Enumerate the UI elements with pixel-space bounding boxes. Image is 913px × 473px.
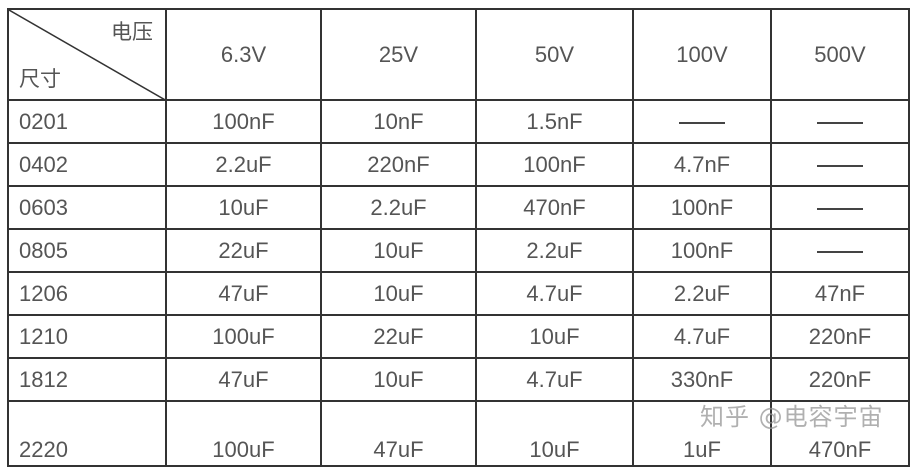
size-cell: 0603 [7, 185, 167, 230]
not-available-cell [770, 185, 910, 230]
capacitance-cell: 22uF [165, 228, 322, 273]
capacitance-cell: 1.5nF [475, 99, 634, 144]
capacitance-cell: 470nF [770, 400, 910, 467]
capacitance-cell: 2.2uF [320, 185, 477, 230]
capacitance-cell: 10uF [475, 400, 634, 467]
column-header: 50V [475, 8, 634, 101]
capacitance-cell: 100nF [165, 99, 322, 144]
size-cell: 0402 [7, 142, 167, 187]
capacitance-cell: 4.7uF [475, 357, 634, 402]
table-row: 1210 100uF 22uF 10uF 4.7uF 220nF [7, 314, 910, 359]
capacitance-cell: 2.2uF [632, 271, 772, 316]
capacitance-cell: 10uF [475, 314, 634, 359]
table-row: 0201 100nF 10nF 1.5nF [7, 99, 910, 144]
corner-header-cell: 电压 尺寸 [7, 8, 167, 101]
header-row: 电压 尺寸 6.3V 25V 50V 100V 500V [7, 8, 910, 101]
table-row: 1206 47uF 10uF 4.7uF 2.2uF 47nF [7, 271, 910, 316]
not-available-cell [770, 142, 910, 187]
capacitance-cell: 4.7uF [475, 271, 634, 316]
column-header: 100V [632, 8, 772, 101]
size-label: 尺寸 [19, 67, 61, 91]
capacitance-cell: 10uF [165, 185, 322, 230]
capacitance-cell: 10uF [320, 271, 477, 316]
dash-mark [817, 207, 863, 210]
capacitance-cell: 100nF [475, 142, 634, 187]
table-row: 0402 2.2uF 220nF 100nF 4.7nF [7, 142, 910, 187]
capacitance-cell: 100uF [165, 400, 322, 467]
capacitance-cell: 100nF [632, 185, 772, 230]
size-cell: 1210 [7, 314, 167, 359]
capacitor-size-voltage-table: 电压 尺寸 6.3V 25V 50V 100V 500V 0201 100nF 10… [7, 8, 910, 467]
capacitance-cell: 330nF [632, 357, 772, 402]
not-available-cell [770, 99, 910, 144]
size-cell: 1206 [7, 271, 167, 316]
capacitance-cell: 47uF [165, 271, 322, 316]
capacitance-cell: 100nF [632, 228, 772, 273]
capacitance-cell: 220nF [770, 314, 910, 359]
capacitance-cell: 2.2uF [475, 228, 634, 273]
capacitance-cell: 2.2uF [165, 142, 322, 187]
capacitance-cell: 47uF [320, 400, 477, 467]
capacitance-cell: 220nF [770, 357, 910, 402]
dash-mark [817, 121, 863, 124]
capacitance-cell: 10nF [320, 99, 477, 144]
voltage-label: 电压 [111, 20, 153, 44]
column-header: 500V [770, 8, 910, 101]
capacitance-cell: 1uF [632, 400, 772, 467]
capacitance-cell: 100uF [165, 314, 322, 359]
watermark: 知乎 @电容宇宙 [700, 403, 884, 431]
capacitance-cell: 220nF [320, 142, 477, 187]
capacitance-cell: 4.7nF [632, 142, 772, 187]
table-row: 2220 100uF 47uF 10uF 1uF 470nF [7, 400, 910, 467]
column-header: 6.3V [165, 8, 322, 101]
dash-mark [817, 164, 863, 167]
size-cell: 1812 [7, 357, 167, 402]
not-available-cell [770, 228, 910, 273]
diagonal-divider [9, 10, 167, 101]
dash-mark [817, 250, 863, 253]
table-row: 1812 47uF 10uF 4.7uF 330nF 220nF [7, 357, 910, 402]
capacitance-cell: 4.7uF [632, 314, 772, 359]
size-cell: 0805 [7, 228, 167, 273]
size-cell: 0201 [7, 99, 167, 144]
capacitance-cell: 22uF [320, 314, 477, 359]
capacitance-cell: 10uF [320, 228, 477, 273]
table-row: 0805 22uF 10uF 2.2uF 100nF [7, 228, 910, 273]
dash-mark [679, 121, 725, 124]
table-row: 0603 10uF 2.2uF 470nF 100nF [7, 185, 910, 230]
capacitance-cell: 47uF [165, 357, 322, 402]
capacitance-cell: 470nF [475, 185, 634, 230]
capacitance-cell: 10uF [320, 357, 477, 402]
size-cell: 2220 [7, 400, 167, 467]
column-header: 25V [320, 8, 477, 101]
not-available-cell [632, 99, 772, 144]
capacitance-cell: 47nF [770, 271, 910, 316]
